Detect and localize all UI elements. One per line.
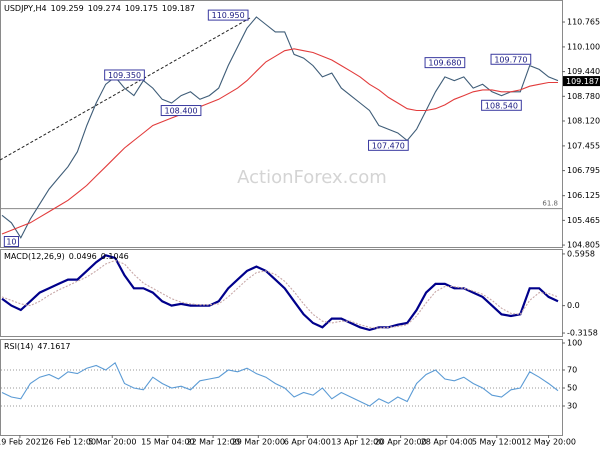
panel-value: 0.1046 bbox=[101, 252, 129, 261]
current-price: 109.187 bbox=[566, 77, 599, 86]
price-label-box bbox=[490, 53, 532, 65]
series-line bbox=[1, 361, 559, 407]
price-label-box bbox=[424, 57, 466, 69]
price-label: 110.950 bbox=[212, 11, 245, 20]
macd-panel bbox=[0, 249, 563, 337]
y-tick-label: 0.0 bbox=[567, 301, 580, 310]
series-line bbox=[1, 16, 559, 239]
x-tick-label: 26 Feb 12:00 bbox=[44, 438, 96, 447]
trend-line bbox=[0, 17, 251, 161]
x-tick-label: 29 Mar 20:00 bbox=[232, 438, 285, 447]
panel-value: 109.259 bbox=[51, 4, 84, 13]
price-label-box bbox=[368, 139, 409, 151]
y-tick-label: 110.765 bbox=[567, 18, 600, 27]
price-label: 108.400 bbox=[165, 107, 198, 116]
y-tick-label: 108.120 bbox=[567, 117, 600, 126]
price-label-box bbox=[481, 99, 522, 111]
price-label: 109.350 bbox=[108, 71, 141, 80]
y-tick-label: 108.780 bbox=[567, 92, 600, 101]
y-tick-label: 105.465 bbox=[567, 216, 600, 225]
panel-value: 0.0496 bbox=[69, 252, 97, 261]
x-tick-label: 12 May 20:00 bbox=[521, 438, 576, 447]
x-tick-label: 15 Mar 04:00 bbox=[141, 438, 194, 447]
panel-title: RSI(14) 47.1617 bbox=[4, 342, 71, 351]
y-tick-label: 104.805 bbox=[567, 241, 600, 250]
x-tick-label: 20 Apr 20:00 bbox=[375, 438, 427, 447]
y-tick-label: 30 bbox=[567, 402, 577, 411]
price-label-box bbox=[3, 236, 20, 248]
panel-title: USDJPY,H4 bbox=[4, 4, 47, 13]
y-tick-label: 0.5958 bbox=[567, 249, 595, 258]
series-line bbox=[1, 48, 558, 235]
panel-title: RSI(14) bbox=[4, 342, 33, 351]
y-tick-label: 107.455 bbox=[567, 141, 600, 150]
x-tick-label: 5 Mar 20:00 bbox=[88, 438, 136, 447]
y-tick-label: 50 bbox=[567, 384, 577, 393]
y-tick-label: 70 bbox=[567, 366, 577, 375]
y-tick-label: 106.125 bbox=[567, 191, 600, 200]
y-tick-label: 110.100 bbox=[567, 42, 600, 51]
price-label-box bbox=[160, 105, 202, 117]
panel-title: USDJPY,H4 109.259 109.274 109.175 109.187 bbox=[4, 4, 195, 13]
panel-value: 109.175 bbox=[125, 4, 158, 13]
price-label: 109.680 bbox=[428, 59, 461, 68]
y-tick-label: -0.3158 bbox=[567, 329, 598, 338]
price-label: 109.770 bbox=[494, 55, 527, 64]
panel-value: 109.274 bbox=[88, 4, 121, 13]
x-tick-label: 28 Apr 04:00 bbox=[421, 438, 473, 447]
y-tick-label: 109.440 bbox=[567, 67, 600, 76]
current-price-tag bbox=[563, 76, 600, 87]
x-tick-label: 19 Feb 2021 bbox=[0, 438, 46, 447]
price-label-box bbox=[104, 69, 145, 81]
price-label-box bbox=[207, 9, 249, 21]
panel-title: MACD(12,26,9) 0.0496 0.1046 bbox=[4, 252, 129, 261]
x-tick-label: 6 Apr 04:00 bbox=[284, 438, 331, 447]
y-tick-label: 100 bbox=[567, 339, 582, 348]
price-label: 107.470 bbox=[372, 141, 405, 150]
panel-value: 109.187 bbox=[162, 4, 195, 13]
fib-label: 61.8 bbox=[542, 200, 558, 208]
price-panel bbox=[0, 0, 563, 248]
x-tick-label: 22 Mar 12:00 bbox=[186, 438, 239, 447]
series-line bbox=[1, 259, 559, 329]
watermark: ActionForex.com bbox=[237, 167, 387, 188]
x-tick-label: 5 May 12:00 bbox=[472, 438, 522, 447]
x-tick-label: 13 Apr 12:00 bbox=[331, 438, 383, 447]
panel-value: 47.1617 bbox=[37, 342, 70, 351]
price-label: 10 bbox=[6, 238, 16, 247]
y-tick-label: 106.795 bbox=[567, 166, 600, 175]
panel-title: MACD(12,26,9) bbox=[4, 252, 65, 261]
price-label: 108.540 bbox=[485, 101, 518, 110]
